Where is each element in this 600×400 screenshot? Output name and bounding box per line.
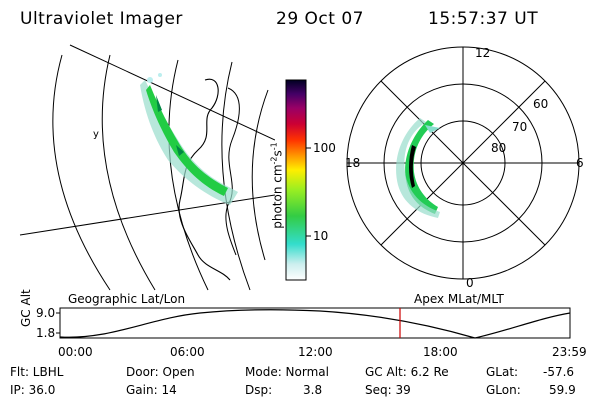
mlt-label-6: 6 [576, 156, 584, 170]
instrument-title: Ultraviolet Imager [20, 9, 183, 29]
ip-info: IP: 36.0 [10, 383, 56, 397]
glon-value: 59.9 [549, 383, 576, 397]
mode-info: Mode: Normal [245, 365, 329, 379]
mlt-label-12: 12 [475, 46, 491, 60]
altitude-ylabel: GC Alt [19, 289, 33, 327]
altitude-ytick-low: 1.8 [36, 326, 56, 340]
date-label: 29 Oct 07 [276, 9, 364, 29]
glon-label: GLon: [486, 383, 521, 397]
lat-label-80: 80 [491, 141, 507, 155]
time-tick-0600: 06:00 [170, 345, 205, 359]
lat-label-60: 60 [533, 97, 549, 111]
time-tick-0000: 00:00 [58, 345, 93, 359]
seq-info: Seq: 39 [365, 383, 411, 397]
time-label: 15:57:37 UT [428, 9, 539, 29]
geographic-panel-label: Geographic Lat/Lon [68, 292, 186, 306]
stray-map-label: y [93, 129, 99, 140]
dsp-label: Dsp: [245, 383, 273, 397]
dsp-value: 3.8 [303, 383, 323, 397]
glat-label: GLat: [486, 365, 519, 379]
mlt-label-0: 0 [466, 276, 474, 290]
gain-info: Gain: 14 [126, 383, 177, 397]
filter-info: Flt: LBHL [10, 365, 64, 379]
colorbar-tick-10: 10 [313, 229, 329, 243]
time-tick-2359: 23:59 [552, 345, 587, 359]
glat-value: -57.6 [543, 365, 575, 379]
colorbar-tick-100: 100 [313, 141, 336, 155]
time-tick-1200: 12:00 [298, 345, 333, 359]
lat-label-70: 70 [512, 120, 528, 134]
mlt-label-18: 18 [345, 156, 361, 170]
apex-panel-label: Apex MLat/MLT [414, 292, 504, 306]
time-tick-1800: 18:00 [423, 345, 458, 359]
door-info: Door: Open [126, 365, 195, 379]
altitude-ytick-high: 9.0 [36, 306, 56, 320]
gc-alt-info: GC Alt: 6.2 Re [365, 365, 449, 379]
